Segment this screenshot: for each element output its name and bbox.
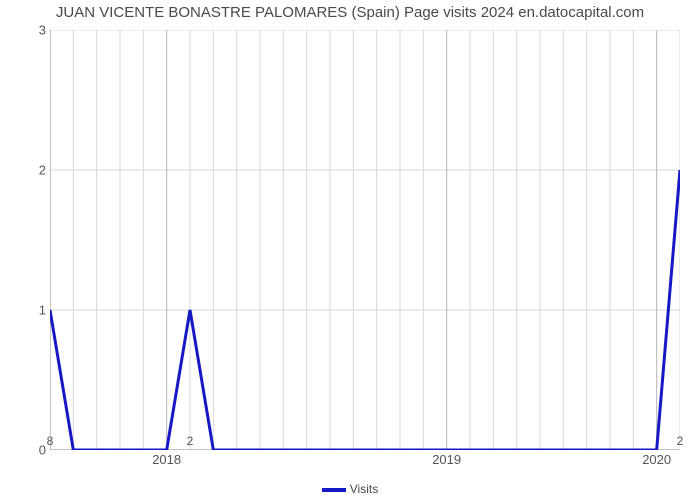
legend: Visits (0, 482, 700, 496)
y-tick-label: 0 (26, 443, 46, 458)
chart-container: JUAN VICENTE BONASTRE PALOMARES (Spain) … (0, 0, 700, 500)
legend-swatch (322, 488, 346, 492)
legend-label: Visits (350, 482, 378, 496)
chart-title: JUAN VICENTE BONASTRE PALOMARES (Spain) … (0, 4, 700, 21)
y-tick-label: 2 (26, 163, 46, 178)
x-year-label: 2018 (152, 452, 181, 467)
bottom-small-label: 2 (677, 434, 684, 448)
x-year-label: 2020 (642, 452, 671, 467)
y-tick-label: 1 (26, 303, 46, 318)
y-tick-label: 3 (26, 23, 46, 38)
bottom-small-label: 8 (47, 434, 54, 448)
x-year-label: 2019 (432, 452, 461, 467)
chart-svg (50, 30, 680, 450)
bottom-small-label: 2 (187, 434, 194, 448)
